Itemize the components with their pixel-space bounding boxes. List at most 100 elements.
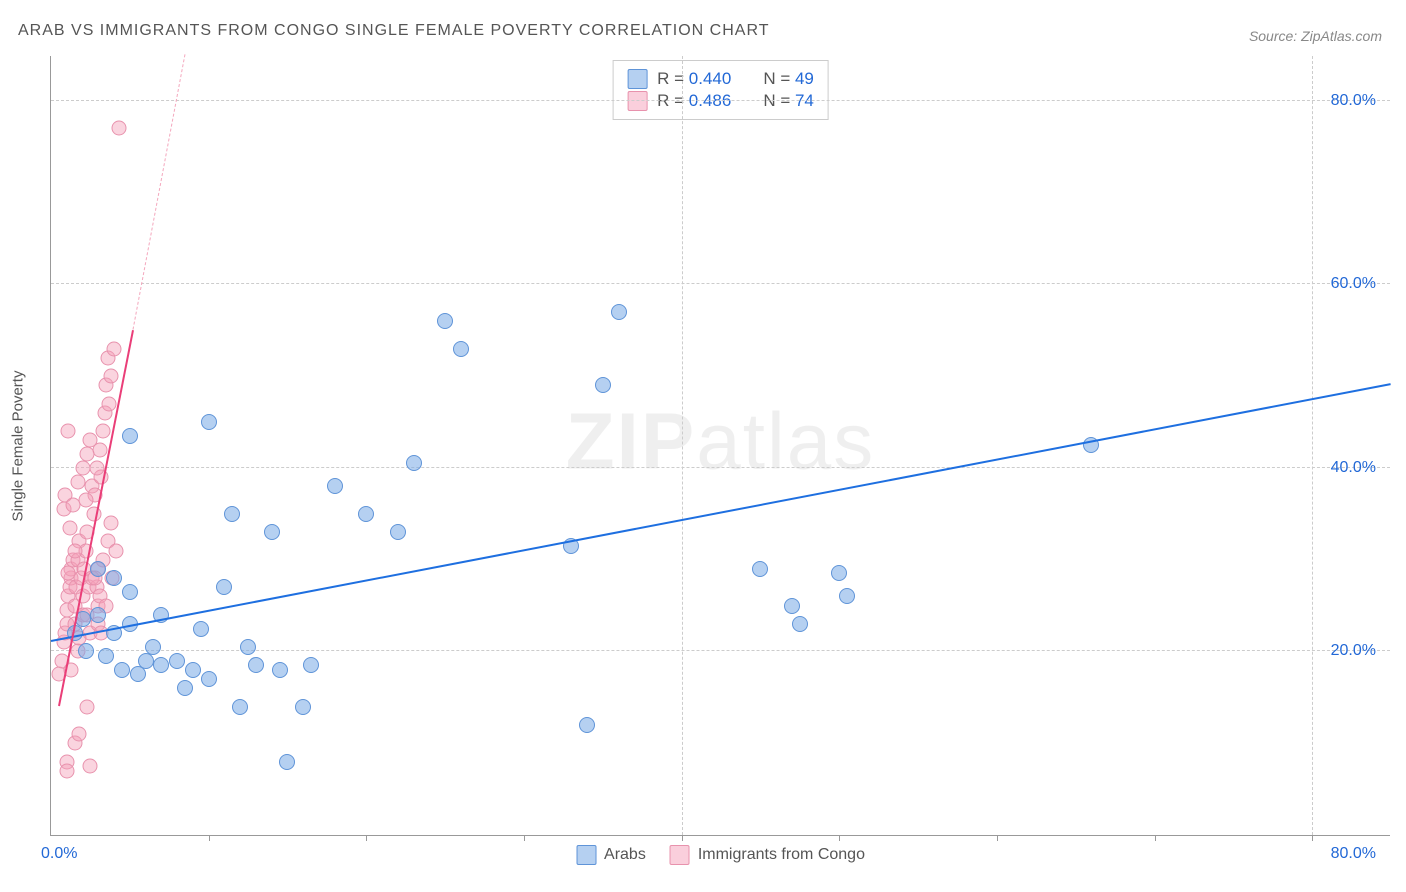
x-tick-max: 80.0% [1331,845,1376,863]
data-point [130,666,146,682]
data-point [96,424,111,439]
data-point [62,520,77,535]
data-point [66,497,81,512]
legend-label: Arabs [604,846,646,863]
data-point [107,341,122,356]
data-point [240,639,256,655]
y-axis-label: Single Female Poverty [10,371,27,522]
x-tick [1155,835,1156,841]
legend-correlation: R = 0.440 N = 49 R = 0.486 N = 74 [612,60,829,120]
data-point [611,304,627,320]
y-tick-label: 40.0% [1331,459,1376,477]
gridline-v [1312,56,1313,835]
data-point [80,447,95,462]
legend-row: R = 0.486 N = 74 [627,91,814,111]
legend-swatch [576,845,596,865]
data-point [145,639,161,655]
data-point [406,455,422,471]
legend-row: R = 0.440 N = 49 [627,69,814,89]
data-point [122,428,138,444]
data-point [784,598,800,614]
legend-n-label: N = 74 [763,91,814,111]
gridline-h [51,100,1390,101]
data-point [839,588,855,604]
legend-label: Immigrants from Congo [698,846,865,863]
legend-item: Arabs [576,845,646,865]
y-tick-label: 60.0% [1331,275,1376,293]
data-point [437,313,453,329]
data-point [98,648,114,664]
data-point [108,543,123,558]
data-point [232,699,248,715]
gridline-v [682,56,683,835]
x-tick [524,835,525,841]
legend-n-label: N = 49 [763,69,814,89]
legend-item: Immigrants from Congo [670,845,865,865]
data-point [102,396,117,411]
data-point [153,657,169,673]
watermark: ZIPatlas [566,395,875,487]
trend-line [58,329,134,706]
data-point [114,662,130,678]
data-point [272,662,288,678]
legend-swatch [670,845,690,865]
data-point [831,565,847,581]
data-point [75,460,90,475]
chart-title: ARAB VS IMMIGRANTS FROM CONGO SINGLE FEM… [18,22,769,40]
data-point [90,561,106,577]
x-tick [1312,835,1313,841]
x-tick [366,835,367,841]
data-point [248,657,264,673]
trend-line [51,383,1391,642]
gridline-h [51,283,1390,284]
data-point [103,369,118,384]
x-tick-min: 0.0% [41,845,77,863]
scatter-plot: ZIPatlas R = 0.440N = 49R = 0.486N = 74 … [50,56,1390,836]
data-point [78,643,94,659]
data-point [103,516,118,531]
data-point [61,424,76,439]
legend-swatch [627,91,647,111]
data-point [595,377,611,393]
x-tick [682,835,683,841]
legend-series: Arabs Immigrants from Congo [576,845,865,865]
data-point [216,579,232,595]
data-point [59,763,74,778]
data-point [453,341,469,357]
data-point [106,570,122,586]
data-point [61,566,76,581]
data-point [138,653,154,669]
legend-swatch [627,69,647,89]
source-attribution: Source: ZipAtlas.com [1249,28,1382,44]
data-point [792,616,808,632]
data-point [169,653,185,669]
data-point [390,524,406,540]
data-point [72,727,87,742]
gridline-h [51,467,1390,468]
data-point [327,478,343,494]
legend-r-label: R = 0.440 [657,69,731,89]
legend-r-label: R = 0.486 [657,91,731,111]
data-point [80,699,95,714]
trend-line [132,54,185,329]
data-point [752,561,768,577]
y-tick-label: 80.0% [1331,92,1376,110]
data-point [201,414,217,430]
data-point [358,506,374,522]
data-point [201,671,217,687]
data-point [111,121,126,136]
data-point [70,474,85,489]
data-point [224,506,240,522]
data-point [89,460,104,475]
data-point [579,717,595,733]
data-point [193,621,209,637]
data-point [295,699,311,715]
data-point [83,433,98,448]
data-point [177,680,193,696]
data-point [90,607,106,623]
data-point [83,759,98,774]
data-point [279,754,295,770]
data-point [264,524,280,540]
data-point [67,543,82,558]
data-point [185,662,201,678]
